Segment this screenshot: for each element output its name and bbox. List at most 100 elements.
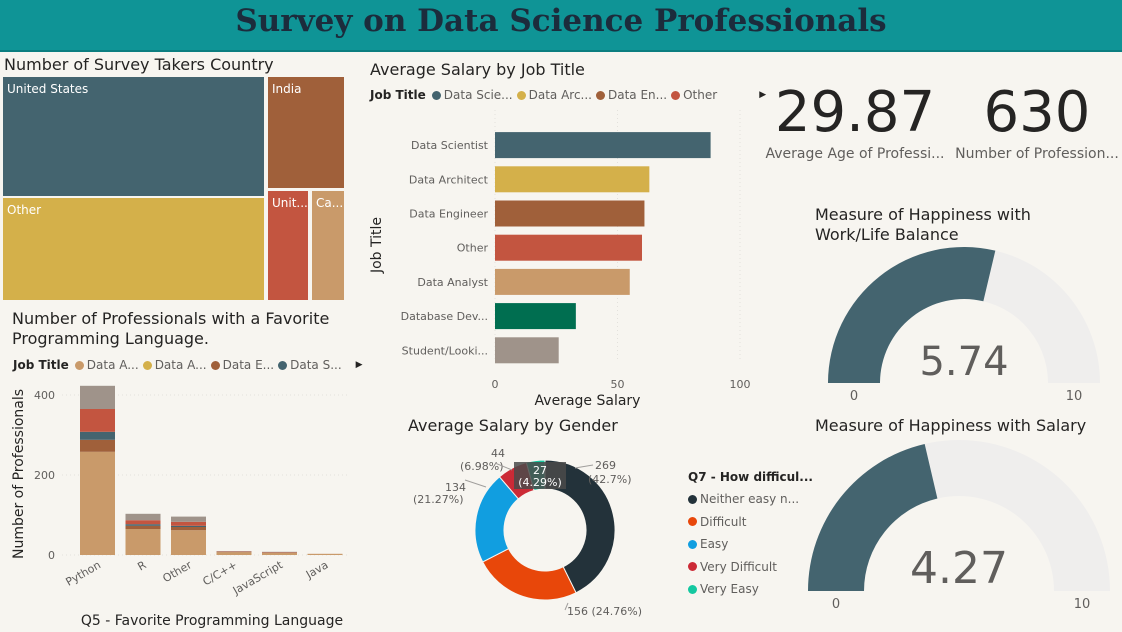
stacked-bar-segment [80,385,115,409]
stacked-bar-segment [171,516,206,522]
donut-legend-item[interactable]: Very Difficult [688,556,813,579]
x-tick-label: 50 [611,378,625,391]
x-axis-title: Q5 - Favorite Programming Language [81,613,343,629]
y-tick-label: Database Dev... [401,310,488,323]
stacked-bar-segment [80,451,115,555]
legend-item[interactable]: Data Scie... [431,88,513,102]
job-legend-title: Job Title [370,88,426,102]
stacked-bar-segment [125,513,161,521]
legend-item[interactable]: Data En... [596,88,667,102]
x-tick-label: Java [303,558,331,581]
treemap-cell-label: Unit... [272,196,308,210]
treemap-cell-label: Other [7,203,41,217]
treemap-cell [310,189,346,302]
legend-item[interactable]: Other [671,88,717,102]
legend-more-arrow-icon[interactable]: ▶ [759,90,767,100]
kpi-average-age-value: 29.87 [774,80,936,145]
stacked-bar-segment [125,529,161,555]
gauge-value: 5.74 [919,339,1008,385]
y-axis-title: Number of Professionals [11,389,27,559]
donut-slice [544,459,616,594]
x-tick-label: Python [63,558,103,588]
gauge-salary-title: Measure of Happiness with Salary [815,416,1087,435]
legend-dot-icon [688,494,697,504]
bar [495,303,576,330]
donut-data-label: 156 (24.76%) [567,605,642,618]
gauge-min-label: 0 [832,597,840,612]
x-tick-label: 100 [730,378,751,391]
salary-by-gender-donut[interactable]: 269(42.7%) 156 (24.76%) 134(21.27%) 44(6.98… [400,440,700,620]
y-axis-title: Job Title [369,217,385,274]
salary-by-job-bar-chart[interactable]: 0 50 100 Data Scientist Data Architect Data E… [360,110,751,415]
stacked-bar-segment [171,530,206,555]
x-tick-label: 0 [492,378,499,391]
legend-item[interactable]: Data A... [74,358,139,372]
donut-legend-label: Easy [700,537,729,552]
y-tick-label: 400 [34,389,55,402]
donut-legend-item[interactable]: Easy [688,533,813,556]
kpi-count-label: Number of Profession... [955,146,1119,162]
treemap-cell [266,189,310,302]
x-tick-label: Other [160,558,194,585]
x-axis-title: Average Salary [535,393,641,409]
gauge-value: 4.27 [910,543,1008,594]
salary-by-job-title: Average Salary by Job Title [370,60,585,79]
legend-dot-icon [688,539,697,549]
gauge-worklife-title-line2: Work/Life Balance [815,225,959,244]
bar [495,337,559,364]
treemap-cell [1,196,266,302]
kpi-average-age-label: Average Age of Professi... [765,146,945,162]
salary-happiness-gauge[interactable]: 4.27 0 10 [806,440,1116,627]
legend-item[interactable]: Data E... [210,358,274,372]
legend-more-arrow-icon[interactable]: ▶ [355,360,363,370]
treemap-cell-label: India [272,82,301,96]
donut-data-label: (21.27%) [413,493,464,506]
treemap-cell-label: United States [7,82,88,96]
treemap-cell [1,75,266,198]
country-treemap[interactable]: United States Other India Unit... Ca... [1,75,352,306]
donut-data-label: 44 [491,447,505,460]
gauge-fill [808,443,938,591]
donut-data-label: 269 [595,459,616,472]
language-legend: Job Title Data A... Data A... Data E... … [13,358,363,372]
bar [495,268,630,295]
gauge-max-label: 10 [1066,389,1083,404]
x-tick-label: JavaScript [230,558,286,598]
legend-item[interactable]: Data A... [142,358,207,372]
donut-leader-line [574,464,594,469]
treemap-cell [266,75,346,190]
language-legend-title: Job Title [13,358,69,372]
donut-legend-item[interactable]: Very Easy [688,578,813,601]
donut-legend-label: Very Easy [700,582,759,597]
job-title-legend: Job Title Data Scie... Data Arc... Data … [370,88,766,102]
legend-item[interactable]: Data S... [278,358,342,372]
donut-leader-line [494,462,513,471]
y-tick-label: Data Architect [409,173,489,186]
y-tick-label: 0 [48,549,55,562]
stacked-bar-segment [80,431,115,440]
legend-item[interactable]: Data Arc... [516,88,592,102]
language-chart-title: Number of Professionals with a Favorite … [12,309,352,349]
donut-slice [482,548,577,601]
title-banner: Survey on Data Science Professionals [0,0,1122,52]
stacked-bar-segment [125,525,161,529]
worklife-balance-gauge[interactable]: 5.74 0 10 [815,240,1115,410]
bar [495,200,645,227]
y-tick-label: Data Analyst [417,276,488,289]
donut-legend-label: Very Difficult [700,559,777,574]
donut-legend-label: Neither easy n... [700,492,800,507]
y-tick-label: Other [457,242,489,255]
bar [495,166,650,193]
donut-legend-item[interactable]: Difficult [688,511,813,534]
donut-label-background [514,462,566,489]
stacked-bar-segment [262,553,297,555]
donut-legend-item[interactable]: Neither easy n... [688,488,813,511]
donut-data-label: (42.7%) [588,473,632,486]
y-tick-label: Student/Looki... [402,344,488,357]
treemap-cell-label: Ca... [316,196,343,210]
stacked-bar-segment [171,527,206,531]
gauge-max-label: 10 [1074,597,1091,612]
dashboard-title: Survey on Data Science Professionals [235,3,887,39]
donut-leader-line [564,602,569,611]
